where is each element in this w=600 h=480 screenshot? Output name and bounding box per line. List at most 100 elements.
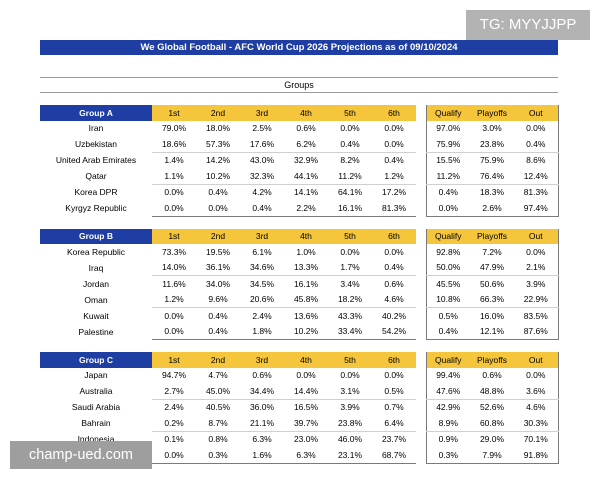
qualification-probability: 60.8% (470, 415, 514, 432)
qualification-probability: 8.9% (425, 415, 470, 432)
position-probability: 18.6% (152, 136, 196, 153)
qualification-probability: 47.9% (470, 259, 514, 276)
team-name: Korea Republic (66, 246, 126, 257)
position-probability: 43.0% (249, 155, 275, 166)
position-probability: 17.2% (381, 187, 407, 198)
team-row: Indonesia 0.1% 0.8% 6.3% 23.0% 46.0% 23.7% 0.9%… (40, 431, 559, 447)
qual-column-header: Out (514, 105, 559, 121)
position-probability: 1.0% (296, 246, 316, 257)
column-header: 6th (372, 228, 416, 244)
team-name: Korea DPR (74, 187, 118, 197)
qualification-probability: 0.3% (425, 447, 470, 464)
column-header: 4th (284, 352, 328, 368)
position-probability: 32.9% (293, 155, 319, 166)
spacer-cell (416, 431, 426, 447)
position-probability: 34.0% (205, 278, 231, 289)
column-header: 5th (328, 105, 372, 121)
team-name: Bahrain (81, 418, 111, 428)
position-probability: 0.0% (296, 370, 316, 381)
column-header: 5th (328, 352, 372, 368)
position-probability: 17.6% (240, 136, 284, 153)
qualification-probability: 75.9% (425, 136, 470, 153)
position-probability: 36.0% (249, 402, 275, 413)
qualification-probability: 0.9% (425, 431, 470, 447)
team-row: Oman 1.2% 9.6% 20.6% 45.8% 18.2% 4.6% 10.8% 66.3… (40, 291, 559, 308)
spacer-cell (416, 152, 426, 168)
column-header: 6th (372, 352, 416, 368)
qualification-probability: 23.8% (470, 136, 514, 153)
position-probability: 13.6% (293, 310, 319, 321)
qualification-probability: 76.4% (470, 168, 514, 185)
qualification-probability: 70.1% (514, 431, 559, 447)
position-probability: 14.2% (205, 155, 231, 166)
position-probability: 0.0% (384, 370, 404, 381)
qualification-probability: 83.5% (514, 307, 559, 324)
groups-header: Groups (40, 77, 558, 93)
position-probability: 4.2% (252, 187, 272, 198)
qualification-probability: 15.5% (425, 152, 470, 168)
qualification-probability: 0.4% (425, 184, 470, 200)
position-probability: 39.7% (284, 415, 328, 432)
qualification-probability: 7.2% (482, 246, 502, 257)
position-probability: 40.2% (381, 310, 407, 321)
qualification-probability: 92.8% (425, 244, 470, 260)
position-probability: 3.1% (328, 383, 372, 400)
column-header: 2nd (196, 352, 240, 368)
spacer-cell (416, 383, 426, 399)
position-probability: 0.0% (384, 123, 404, 134)
position-probability: 33.4% (328, 323, 372, 340)
position-probability: 81.3% (372, 200, 416, 217)
qualification-probability: 29.0% (479, 434, 505, 445)
position-probability: 34.6% (240, 259, 284, 276)
position-probability: 3.4% (340, 278, 360, 289)
position-probability: 0.0% (340, 370, 360, 381)
qual-column-header: Out (514, 228, 559, 244)
team-row: Saudi Arabia 2.4% 40.5% 36.0% 16.5% 3.9% 0.7% 4… (40, 399, 559, 415)
position-probability: 0.8% (208, 434, 228, 445)
title-gap (40, 55, 558, 77)
position-probability: 44.1% (284, 168, 328, 185)
position-probability: 0.4% (372, 259, 416, 276)
spacer-cell (416, 323, 426, 340)
group-header-row: Group A 1st 2nd 3rd 4th 5th 6th Qualify Playoffs… (40, 105, 559, 121)
spacer-cell (416, 399, 426, 415)
team-name: Palestine (78, 326, 114, 337)
position-probability: 23.0% (293, 434, 319, 445)
group-name: Group B (40, 228, 152, 244)
position-probability: 0.6% (296, 123, 316, 134)
team-name: Uzbekistan (74, 139, 118, 149)
position-probability: 0.0% (340, 123, 360, 134)
position-probability: 0.0% (384, 246, 404, 257)
position-probability: 0.3% (196, 447, 240, 464)
position-probability: 43.3% (337, 310, 363, 321)
team-row: Iraq 14.0% 36.1% 34.6% 13.3% 1.7% 0.4% 50.0% 47.… (40, 259, 559, 276)
position-probability: 0.4% (240, 200, 284, 217)
group-name: Group C (40, 352, 152, 368)
position-probability: 64.1% (337, 187, 363, 198)
qual-column-header: Playoffs (470, 105, 514, 121)
qualification-probability: 12.4% (514, 168, 559, 185)
position-probability: 0.4% (384, 155, 404, 166)
qualification-probability: 3.9% (514, 275, 559, 292)
qualification-probability: 45.5% (425, 275, 470, 292)
qualification-probability: 2.1% (514, 259, 559, 276)
team-row: Iran 79.0% 18.0% 2.5% 0.6% 0.0% 0.0% 97.0% 3.0% 0… (40, 120, 559, 136)
position-probability: 18.0% (205, 123, 231, 134)
qual-column-header: Playoffs (470, 228, 514, 244)
spacer-cell (416, 105, 426, 121)
spacer-cell (416, 200, 426, 216)
position-probability: 23.7% (381, 434, 407, 445)
position-probability: 0.4% (196, 323, 240, 340)
position-probability: 6.2% (284, 136, 328, 153)
position-probability: 11.2% (328, 168, 372, 185)
position-probability: 16.5% (293, 402, 319, 413)
position-probability: 13.3% (284, 259, 328, 276)
qualification-probability: 99.4% (425, 367, 470, 383)
qualification-probability: 97.0% (425, 120, 470, 136)
spacer-cell (416, 136, 426, 152)
group-header-row: Group C 1st 2nd 3rd 4th 5th 6th Qualify Playoffs… (40, 352, 559, 368)
qualification-probability: 0.4% (514, 136, 559, 153)
position-probability: 6.1% (252, 246, 272, 257)
qualification-probability: 52.6% (479, 402, 505, 413)
column-header: 3rd (240, 228, 284, 244)
